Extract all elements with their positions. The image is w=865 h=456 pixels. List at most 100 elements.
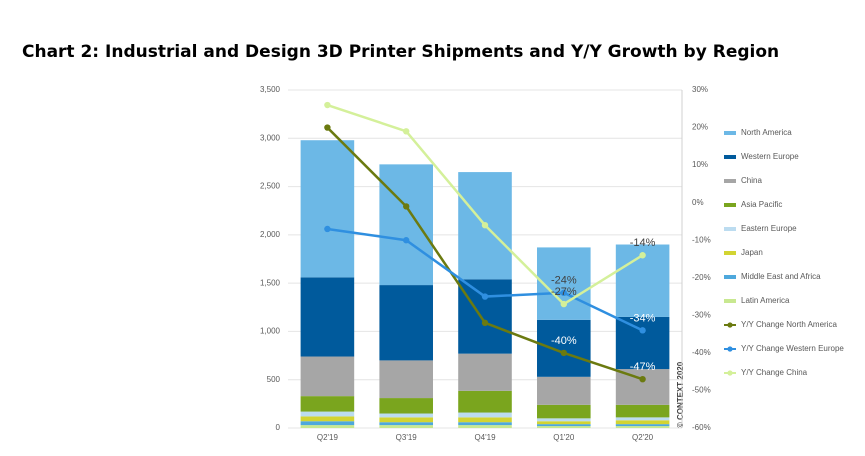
- data-label: -34%: [630, 312, 656, 324]
- legend-label: Asia Pacific: [741, 200, 782, 209]
- legend-swatch: [724, 203, 736, 207]
- legend-label: China: [741, 176, 762, 185]
- line-point: [560, 289, 567, 296]
- line-point: [403, 203, 410, 210]
- legend-swatch: [724, 131, 736, 135]
- bar-segment: [379, 413, 433, 418]
- y2-tick-label: -40%: [692, 348, 711, 357]
- legend-swatch: [724, 155, 736, 159]
- bar-segment: [537, 426, 591, 428]
- bar-segment: [615, 426, 670, 428]
- bar-segment: [379, 360, 433, 399]
- bar-segment: [615, 404, 670, 418]
- legend-label: Eastern Europe: [741, 224, 797, 233]
- bar-segment: [300, 421, 355, 426]
- bar-segment: [537, 247, 591, 320]
- bar-segment: [379, 398, 433, 414]
- bar-segment: [615, 369, 670, 405]
- bar-segment: [537, 404, 591, 419]
- bar-segment: [458, 279, 512, 354]
- legend-label: Y/Y Change Western Europe: [741, 344, 844, 353]
- line-point: [324, 124, 331, 131]
- line-point: [639, 375, 646, 383]
- legend-marker: [727, 346, 733, 352]
- legend-swatch: [724, 299, 736, 303]
- legend-swatch: [724, 275, 736, 279]
- legend-swatch: [724, 251, 736, 255]
- data-label: -47%: [630, 361, 656, 373]
- bar-segment: [300, 416, 355, 422]
- bar-segment: [458, 425, 512, 428]
- bar-segment: [537, 421, 591, 425]
- x-tick-label: Q4'19: [474, 433, 496, 442]
- x-tick-label: Q3'19: [396, 433, 418, 442]
- legend-label: Latin America: [741, 296, 790, 305]
- y-tick-label: 3,000: [260, 133, 281, 142]
- legend-label: Western Europe: [741, 152, 799, 161]
- bar-segment: [458, 390, 512, 413]
- line-point: [560, 300, 567, 308]
- data-label: -40%: [551, 335, 577, 347]
- y2-tick-label: 30%: [692, 85, 708, 94]
- bar-segment: [300, 396, 355, 412]
- copyright: © CONTEXT 2020: [676, 361, 685, 428]
- bar-segment: [615, 417, 670, 421]
- bar-segment: [379, 422, 433, 426]
- legend-label: Y/Y Change North America: [741, 320, 837, 329]
- line-point: [403, 128, 410, 135]
- data-label: -27%: [551, 286, 577, 298]
- y-tick-label: 500: [267, 375, 281, 384]
- y2-tick-label: -50%: [692, 386, 711, 395]
- bar-segment: [615, 316, 670, 370]
- bar-segment: [615, 424, 670, 427]
- legend-marker: [727, 370, 733, 376]
- bar-segment: [300, 425, 355, 428]
- x-tick-label: Q2'20: [632, 433, 654, 442]
- y-tick-label: 2,500: [260, 182, 281, 191]
- bar-segment: [458, 353, 512, 391]
- line-point: [560, 349, 567, 357]
- bar-segment: [300, 140, 355, 278]
- line-point: [324, 101, 331, 109]
- y2-tick-label: 20%: [692, 123, 708, 132]
- bar-segment: [537, 418, 591, 422]
- bar-segment: [537, 424, 591, 427]
- y-tick-label: 0: [276, 423, 281, 432]
- bar-segment: [458, 417, 512, 423]
- legend-swatch: [724, 227, 736, 231]
- y2-tick-label: -30%: [692, 310, 711, 319]
- line-point: [403, 237, 410, 244]
- legend-label: Y/Y Change China: [741, 368, 808, 377]
- line-point: [324, 225, 331, 233]
- line-point: [639, 252, 646, 259]
- bar-segment: [300, 411, 355, 417]
- x-tick-label: Q2'19: [317, 433, 339, 442]
- legend-label: Japan: [741, 248, 763, 257]
- y2-tick-label: 10%: [692, 160, 708, 169]
- y-tick-label: 1,500: [260, 278, 281, 287]
- legend-label: North America: [741, 128, 792, 137]
- legend-marker: [727, 322, 733, 328]
- y-tick-label: 3,500: [260, 85, 281, 94]
- bar-segment: [300, 277, 355, 357]
- y2-tick-label: -20%: [692, 273, 711, 282]
- bar-segment: [458, 412, 512, 418]
- bar-segment: [379, 285, 433, 361]
- y2-tick-label: 0%: [692, 198, 704, 207]
- line-point: [481, 319, 489, 327]
- y2-tick-label: -10%: [692, 235, 711, 244]
- bar-segment: [537, 376, 591, 405]
- bar-segment: [379, 164, 433, 286]
- y-tick-label: 2,000: [260, 230, 281, 239]
- legend-label: Middle East and Africa: [741, 272, 821, 281]
- x-tick-label: Q1'20: [553, 433, 575, 442]
- bar-segment: [379, 417, 433, 423]
- bar-segment: [537, 319, 591, 377]
- bar-segment: [458, 422, 512, 426]
- bar-segment: [615, 420, 670, 425]
- data-label: -14%: [630, 237, 656, 249]
- line-point: [639, 327, 646, 334]
- y2-tick-label: -60%: [692, 423, 711, 432]
- y-tick-label: 1,000: [260, 327, 281, 336]
